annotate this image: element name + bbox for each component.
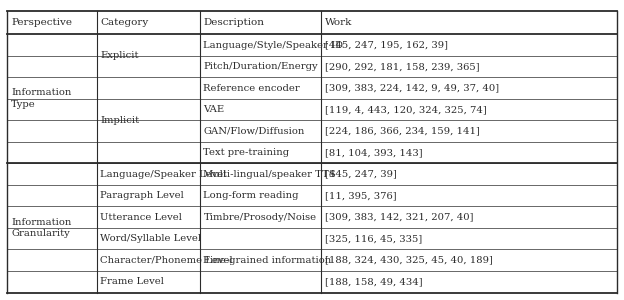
Text: Paragraph Level: Paragraph Level bbox=[100, 191, 184, 200]
Text: Language/Style/Speaker ID: Language/Style/Speaker ID bbox=[203, 40, 343, 50]
Text: [325, 116, 45, 335]: [325, 116, 45, 335] bbox=[325, 234, 422, 243]
Text: Utterance Level: Utterance Level bbox=[100, 213, 182, 222]
Text: Long-form reading: Long-form reading bbox=[203, 191, 299, 200]
Text: Category: Category bbox=[100, 18, 149, 27]
Text: Description: Description bbox=[203, 18, 265, 27]
Text: [11, 395, 376]: [11, 395, 376] bbox=[325, 191, 397, 200]
Text: Implicit: Implicit bbox=[100, 116, 140, 125]
Text: [224, 186, 366, 234, 159, 141]: [224, 186, 366, 234, 159, 141] bbox=[325, 127, 480, 136]
Text: [188, 324, 430, 325, 45, 40, 189]: [188, 324, 430, 325, 45, 40, 189] bbox=[325, 256, 493, 265]
Text: [290, 292, 181, 158, 239, 365]: [290, 292, 181, 158, 239, 365] bbox=[325, 62, 480, 71]
Text: Information
Type: Information Type bbox=[11, 88, 72, 109]
Text: Language/Speaker Level: Language/Speaker Level bbox=[100, 170, 227, 179]
Text: Explicit: Explicit bbox=[100, 51, 139, 60]
Text: Timbre/Prosody/Noise: Timbre/Prosody/Noise bbox=[203, 213, 316, 222]
Text: Work: Work bbox=[325, 18, 353, 27]
Text: Character/Phoneme Level: Character/Phoneme Level bbox=[100, 256, 233, 265]
Text: Reference encoder: Reference encoder bbox=[203, 84, 300, 93]
Text: GAN/Flow/Diffusion: GAN/Flow/Diffusion bbox=[203, 127, 305, 136]
Text: Pitch/Duration/Energy: Pitch/Duration/Energy bbox=[203, 62, 318, 71]
Text: [309, 383, 224, 142, 9, 49, 37, 40]: [309, 383, 224, 142, 9, 49, 37, 40] bbox=[325, 84, 499, 93]
Text: [119, 4, 443, 120, 324, 325, 74]: [119, 4, 443, 120, 324, 325, 74] bbox=[325, 105, 487, 114]
Text: VAE: VAE bbox=[203, 105, 225, 114]
Text: Text pre-training: Text pre-training bbox=[203, 148, 290, 157]
Text: [445, 247, 39]: [445, 247, 39] bbox=[325, 170, 397, 179]
Text: Word/Syllable Level: Word/Syllable Level bbox=[100, 234, 202, 243]
Text: Information
Granularity: Information Granularity bbox=[11, 218, 72, 239]
Text: [188, 158, 49, 434]: [188, 158, 49, 434] bbox=[325, 277, 422, 286]
Text: Frame Level: Frame Level bbox=[100, 277, 164, 286]
Text: [445, 247, 195, 162, 39]: [445, 247, 195, 162, 39] bbox=[325, 40, 448, 50]
Text: Perspective: Perspective bbox=[11, 18, 72, 27]
Text: Fine-grained information: Fine-grained information bbox=[203, 256, 332, 265]
Text: Multi-lingual/speaker TTS: Multi-lingual/speaker TTS bbox=[203, 170, 336, 179]
Text: [309, 383, 142, 321, 207, 40]: [309, 383, 142, 321, 207, 40] bbox=[325, 213, 474, 222]
Text: [81, 104, 393, 143]: [81, 104, 393, 143] bbox=[325, 148, 422, 157]
